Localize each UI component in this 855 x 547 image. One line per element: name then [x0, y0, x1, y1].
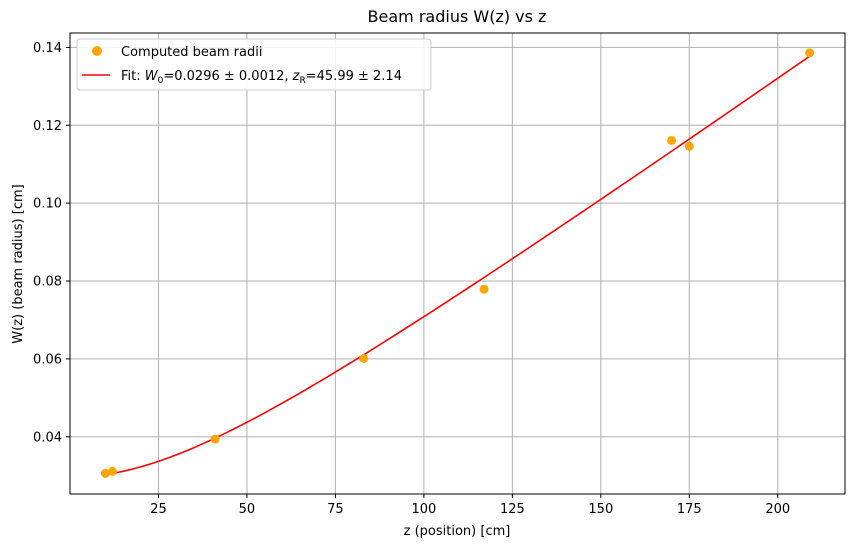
grid-layer [70, 33, 845, 494]
y-axis-label: W(z) (beam radius) [cm] [11, 184, 26, 343]
data-point [805, 48, 815, 58]
legend-fit-w-value: =0.0296 ± 0.0012, [163, 69, 292, 84]
x-tick-label: 50 [239, 502, 256, 517]
legend-fit-prefix: Fit: [121, 69, 145, 84]
x-tick-label: 75 [327, 502, 344, 517]
plot-frame [69, 32, 846, 495]
y-tick-label: 0.14 [33, 41, 62, 56]
legend-fit-z-value: =45.99 ± 2.14 [306, 69, 402, 84]
legend-scatter-label: Computed beam radii [121, 45, 262, 60]
ticks-layer: 25 50 75 100 125 150 175 200 0.04 0.06 0.08 0.10 0.1… [33, 41, 790, 517]
data-point [107, 466, 117, 476]
x-axis-label: z (position) [cm] [404, 524, 511, 539]
fit-curve [105, 55, 811, 476]
y-tick-label: 0.04 [33, 430, 62, 445]
x-tick-label: 125 [500, 502, 525, 517]
y-tick-label: 0.12 [33, 119, 62, 134]
data-point [684, 141, 694, 151]
y-tick-label: 0.06 [33, 352, 62, 367]
data-point [479, 284, 489, 294]
points-layer [100, 48, 815, 478]
x-tick-label: 175 [677, 502, 702, 517]
x-tick-label: 25 [150, 502, 167, 517]
x-tick-label: 200 [765, 502, 790, 517]
data-point [359, 354, 369, 364]
data-point [100, 468, 110, 478]
x-tick-label: 150 [588, 502, 613, 517]
y-tick-label: 0.10 [33, 197, 62, 212]
legend-fit-label: Fit: W0=0.0296 ± 0.0012, zR=45.99 ± 2.14 [121, 69, 402, 86]
fit-layer [105, 55, 811, 476]
legend-fit-w-subscript: 0 [158, 76, 164, 86]
legend-scatter-marker [92, 46, 102, 56]
x-tick-label: 100 [411, 502, 436, 517]
legend-fit-w-symbol: W [145, 69, 159, 84]
legend: Computed beam radii Fit: W0=0.0296 ± 0.0… [76, 38, 432, 91]
legend-fit-z-subscript: R [299, 76, 305, 86]
data-point [210, 434, 220, 444]
chart-title: Beam radius W(z) vs z [368, 7, 547, 26]
y-tick-label: 0.08 [33, 275, 62, 290]
data-point [667, 135, 677, 145]
legend-box [76, 38, 432, 91]
legend-fit-z-symbol: z [292, 69, 301, 84]
